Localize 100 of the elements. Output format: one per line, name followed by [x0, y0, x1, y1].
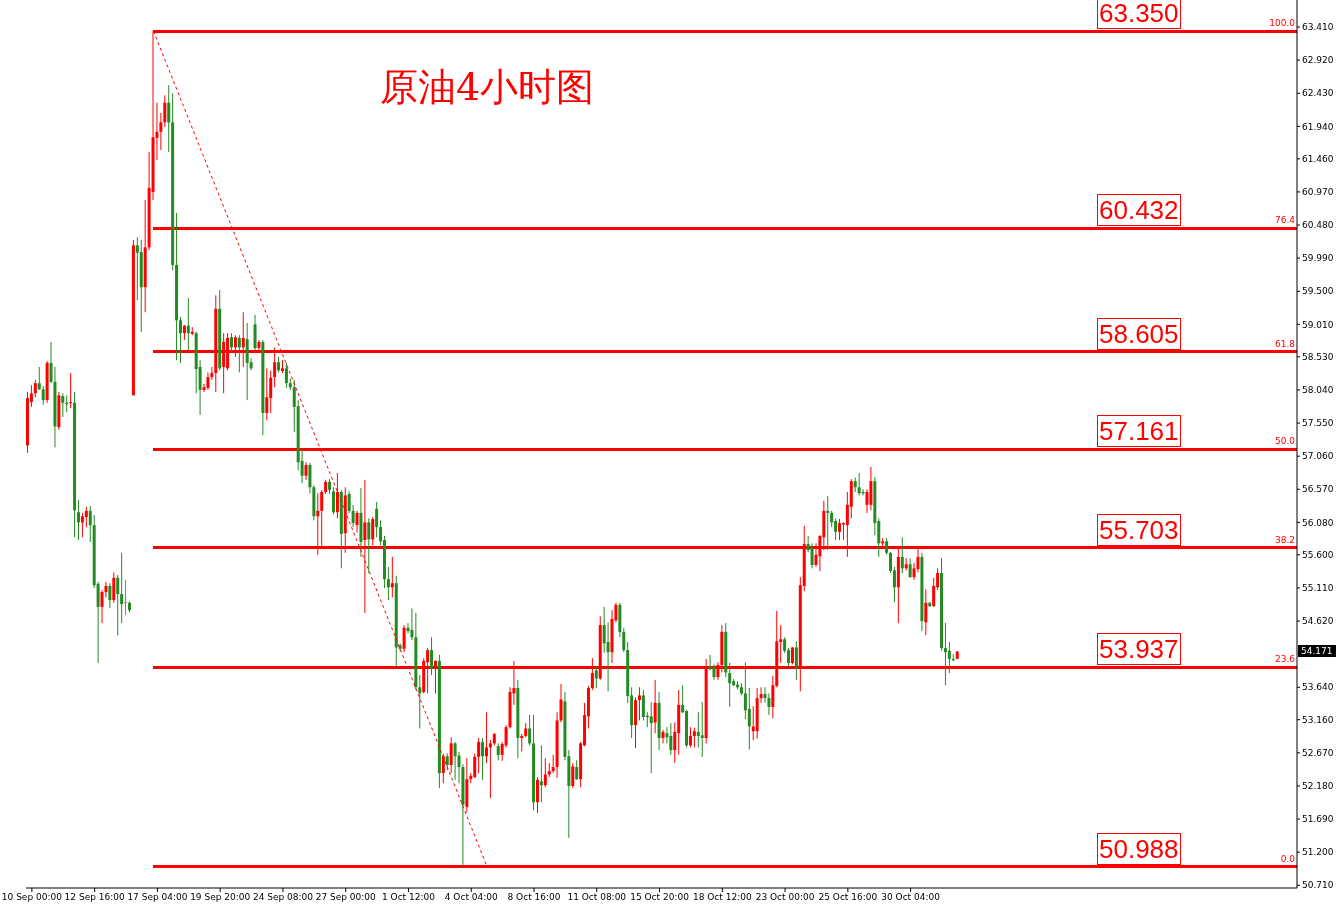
- annotation: 50.0: [1274, 436, 1295, 448]
- candlestick: [637, 686, 641, 721]
- candlestick: [947, 641, 951, 674]
- y-tick-label: 55.600: [1302, 550, 1334, 561]
- candlestick: [449, 736, 453, 774]
- candlestick: [178, 316, 182, 364]
- y-tick-label: 61.460: [1302, 154, 1334, 165]
- candlestick: [943, 622, 947, 686]
- candlestick: [69, 372, 73, 409]
- x-tick-label: 11 Oct 08:00: [567, 892, 627, 903]
- x-tick-label: 12 Sep 16:00: [64, 892, 125, 903]
- candlestick: [481, 737, 485, 781]
- candlestick: [838, 518, 842, 541]
- candlestick: [810, 542, 814, 569]
- y-tick-label: 52.670: [1302, 748, 1334, 759]
- ref-line-label: 63.350: [1097, 0, 1181, 30]
- candlestick: [594, 666, 598, 689]
- x-tick-label: 4 Oct 04:00: [444, 892, 498, 903]
- x-tick-label: 8 Oct 16:00: [507, 892, 561, 903]
- candlestick: [641, 689, 645, 721]
- y-tick-label: 63.410: [1302, 22, 1334, 33]
- x-tick-label: 17 Sep 04:00: [127, 892, 188, 903]
- y-tick-label: 62.430: [1302, 88, 1334, 99]
- x-tick-label: 24 Sep 08:00: [252, 892, 314, 903]
- x-tick-label: 30 Oct 04:00: [881, 892, 941, 903]
- x-tick-label: 27 Sep 00:00: [315, 892, 377, 903]
- candlestick: [473, 753, 477, 779]
- candlestick: [539, 744, 543, 803]
- x-tick-label: 19 Sep 20:00: [190, 892, 251, 903]
- y-tick-label: 56.080: [1302, 517, 1334, 528]
- x-tick-label: 23 Oct 00:00: [755, 892, 815, 903]
- annotation: 38.2: [1274, 534, 1295, 546]
- y-tick-label: 53.160: [1302, 714, 1334, 725]
- candlestick: [237, 334, 241, 373]
- x-tick-label: 18 Oct 12:00: [692, 892, 752, 903]
- candlestick: [41, 385, 45, 406]
- candlestick: [834, 517, 838, 541]
- y-tick-label: 59.010: [1302, 319, 1334, 330]
- candlestick: [688, 726, 692, 748]
- candlestick: [367, 517, 371, 574]
- candlestick: [908, 557, 912, 579]
- candlestick: [441, 753, 445, 784]
- y-tick-label: 61.940: [1302, 121, 1334, 132]
- candlestick: [390, 556, 394, 598]
- y-tick-label: 58.040: [1302, 385, 1334, 396]
- candlestick: [135, 236, 139, 301]
- candlestick: [167, 84, 171, 153]
- candlestick: [80, 512, 84, 538]
- candlestick: [924, 588, 928, 636]
- candlestick: [669, 722, 673, 756]
- candlestick: [229, 332, 233, 354]
- candlestick: [692, 727, 696, 748]
- candlestick: [826, 495, 830, 551]
- candlestick: [245, 322, 249, 401]
- candlestick: [375, 501, 379, 538]
- annotation: 23.6: [1274, 654, 1295, 666]
- y-tick-label: 51.200: [1302, 847, 1334, 858]
- y-tick-label: 54.620: [1302, 616, 1334, 627]
- ref-line-label: 55.703: [1097, 513, 1181, 546]
- candlestick: [763, 686, 767, 704]
- annotation: 76.4: [1274, 215, 1295, 227]
- y-tick-label: 50.710: [1302, 880, 1334, 891]
- candlestick: [747, 687, 751, 750]
- candlestick: [484, 711, 488, 764]
- x-tick-label: 15 Oct 20:00: [630, 892, 690, 903]
- y-tick-label: 60.970: [1302, 187, 1334, 198]
- y-tick-label: 57.550: [1302, 418, 1334, 429]
- candlestick: [386, 566, 390, 601]
- candlestick: [696, 711, 700, 748]
- y-tick-label: 53.640: [1302, 682, 1334, 693]
- y-tick-label: 59.500: [1302, 286, 1334, 297]
- candlestick: [284, 362, 288, 389]
- candlestick: [900, 536, 904, 574]
- candlestick: [571, 762, 575, 789]
- candlestick: [477, 737, 481, 774]
- candlestick: [453, 741, 457, 781]
- candlestick: [794, 640, 798, 681]
- annotation: 0.0: [1280, 853, 1295, 865]
- x-tick-label: 25 Oct 16:00: [818, 892, 878, 903]
- candlestick: [88, 505, 92, 543]
- y-tick-label: 52.180: [1302, 781, 1334, 792]
- y-tick-label: 55.110: [1302, 583, 1334, 594]
- candlestick: [575, 759, 579, 781]
- y-tick-label: 62.920: [1302, 55, 1334, 66]
- candlestick: [61, 392, 65, 418]
- candlestick: [84, 506, 88, 528]
- candlestick: [606, 621, 610, 692]
- candlestick: [186, 297, 190, 351]
- ref-line-label: 57.161: [1097, 415, 1181, 448]
- ref-line-label: 53.937: [1097, 633, 1181, 666]
- candlestick: [728, 662, 732, 708]
- ref-line-label: 58.605: [1097, 317, 1181, 350]
- candlestick: [649, 701, 653, 774]
- candlestick: [488, 739, 492, 799]
- annotation: 54.171: [1298, 645, 1336, 658]
- ref-line-label: 50.988: [1097, 832, 1181, 865]
- candlestick: [37, 366, 41, 391]
- candlestick: [402, 624, 406, 653]
- candlestick: [622, 627, 626, 653]
- candlestick: [700, 701, 704, 758]
